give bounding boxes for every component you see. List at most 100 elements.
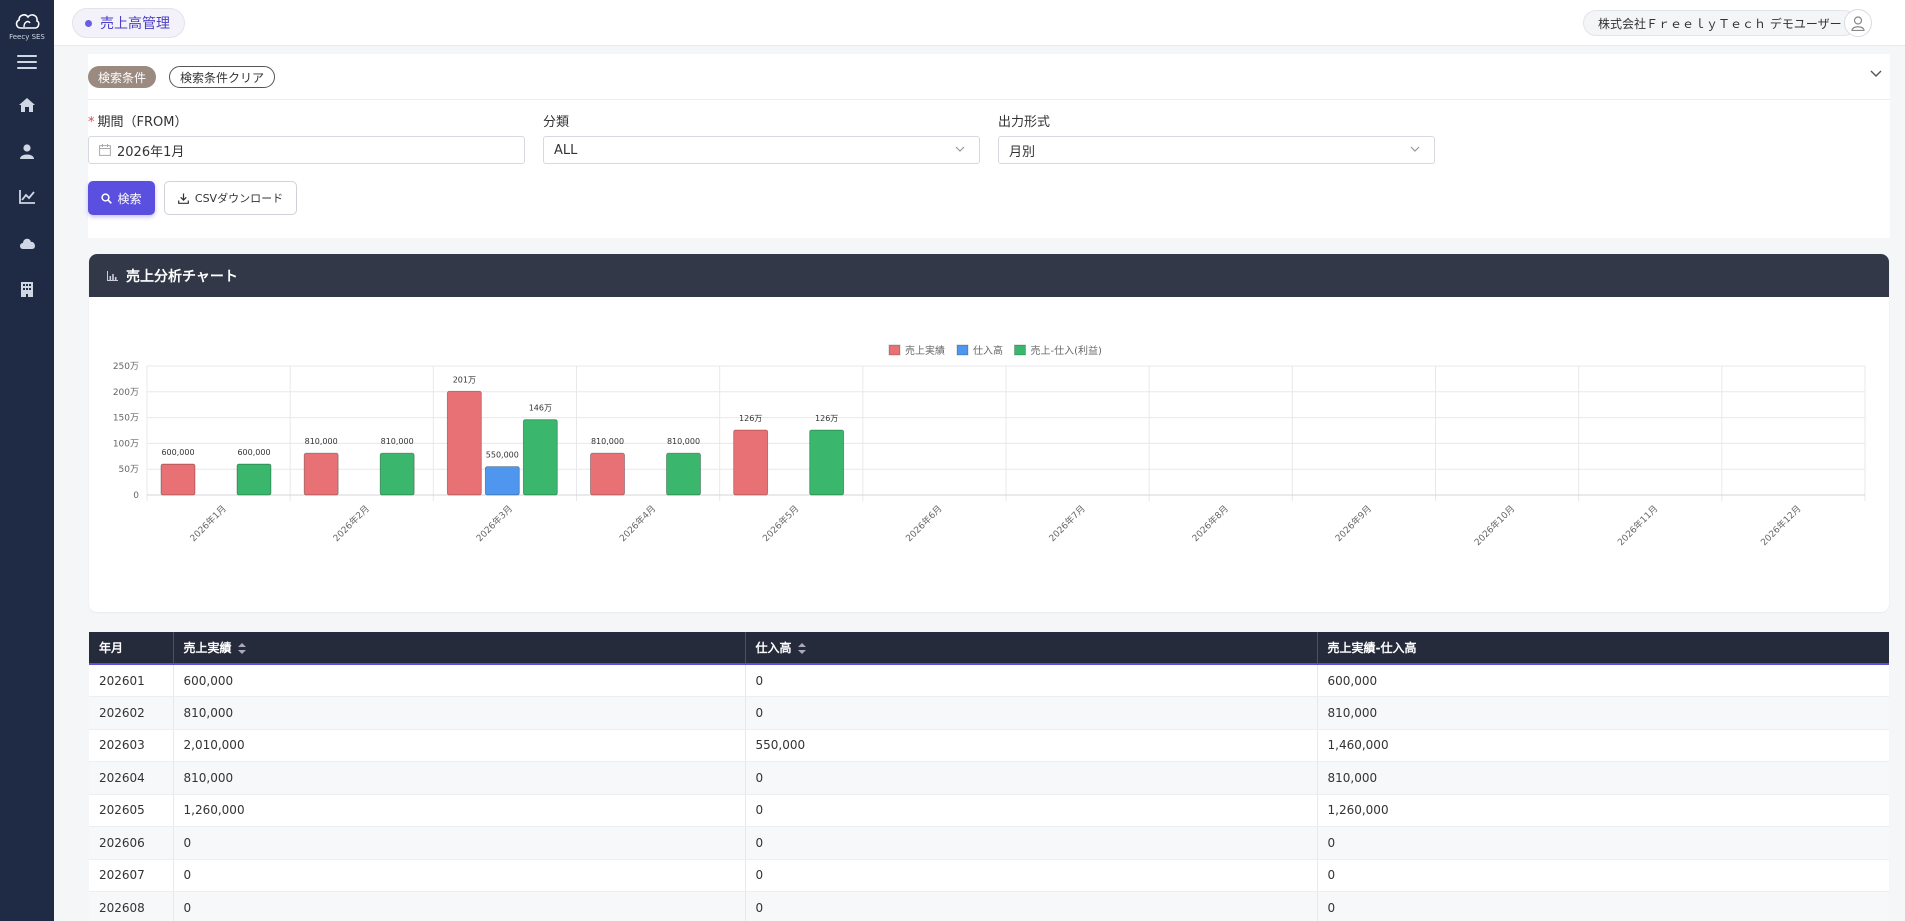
- table-cell: 202602: [89, 696, 174, 730]
- collapse-chevron-icon[interactable]: [1870, 70, 1882, 78]
- table-cell: 810,000: [1317, 761, 1889, 795]
- table-cell: 0: [173, 859, 746, 892]
- table-row: 202602 810,000 0 810,000: [89, 696, 1889, 730]
- table-cell: 0: [1317, 826, 1889, 860]
- nav-sales-chart[interactable]: [0, 187, 54, 207]
- legend-label: 売上-仕入(利益): [1031, 344, 1103, 357]
- table-row: 202603 2,010,000 550,000 1,460,000: [89, 729, 1889, 762]
- legend-label: 仕入高: [973, 344, 1003, 357]
- search-condition-bar: 検索条件 検索条件クリア: [88, 54, 1890, 100]
- bar-data-label: 600,000: [161, 448, 194, 457]
- building-icon: [21, 281, 33, 297]
- bar-data-label: 810,000: [381, 437, 414, 446]
- bar-data-label: 126万: [739, 414, 762, 423]
- table-cell: 600,000: [173, 664, 746, 697]
- user-avatar-button[interactable]: [1844, 9, 1872, 37]
- table-cell: 810,000: [173, 761, 746, 795]
- header-profit: 売上実績-仕入高: [1317, 632, 1889, 665]
- x-tick-label: 2026年2月: [330, 503, 371, 544]
- sort-icon[interactable]: [237, 643, 246, 654]
- bar: [160, 463, 196, 496]
- download-icon: [177, 193, 189, 204]
- table-cell: 0: [745, 761, 1318, 795]
- output-format-value: 月別: [1009, 144, 1036, 160]
- table-cell: 1,260,000: [1317, 794, 1889, 827]
- legend-swatch: [956, 344, 969, 356]
- x-tick-label: 2026年9月: [1333, 503, 1374, 544]
- legend-swatch: [888, 344, 901, 356]
- table-cell: 810,000: [173, 696, 746, 730]
- nav-cloud[interactable]: [0, 233, 54, 253]
- bar-data-label: 126万: [815, 414, 838, 423]
- table-cell: 0: [745, 696, 1318, 730]
- bar: [446, 390, 482, 496]
- app-logo[interactable]: Feecy SES: [9, 10, 45, 41]
- bar: [379, 452, 415, 496]
- table-cell: 550,000: [745, 729, 1318, 762]
- menu-toggle-icon[interactable]: [17, 55, 37, 69]
- line-chart-icon: [19, 190, 35, 204]
- table-cell: 202604: [89, 761, 174, 795]
- page-title: 売上高管理: [100, 16, 170, 32]
- y-tick-label: 150万: [113, 414, 139, 424]
- bar-data-label: 550,000: [486, 451, 519, 460]
- bar: [484, 466, 520, 496]
- legend-label: 売上実績: [905, 344, 945, 357]
- search-panel: 検索条件 検索条件クリア * 期間（FROM） 2026年1月 分類 ALL 出力…: [88, 54, 1890, 238]
- nav-user[interactable]: [0, 141, 54, 161]
- company-user-badge[interactable]: 株式会社ＦｒｅｅｌｙＴｅｃｈ デモユーザー: [1583, 10, 1857, 36]
- table-cell: 0: [745, 826, 1318, 860]
- table-cell: 202607: [89, 859, 174, 892]
- header-sales[interactable]: 売上実績: [173, 632, 746, 665]
- bar-data-label: 810,000: [305, 437, 338, 446]
- search-button[interactable]: 検索: [88, 181, 155, 215]
- nav-building[interactable]: [0, 279, 54, 299]
- bar: [666, 452, 701, 496]
- y-tick-label: 0: [133, 491, 139, 501]
- nav-home[interactable]: [0, 95, 54, 115]
- x-tick-label: 2026年3月: [474, 503, 515, 544]
- legend-swatch: [1014, 344, 1026, 356]
- csv-download-button[interactable]: CSVダウンロード: [164, 181, 297, 215]
- bar-data-label: 146万: [529, 404, 552, 413]
- table-row: 202608 0 0 0: [89, 891, 1889, 921]
- table-header-row: 年月 売上実績 仕入高 売上実績-仕入高: [89, 632, 1889, 665]
- header-purchase[interactable]: 仕入高: [745, 632, 1318, 665]
- chart-header: 売上分析チャート: [89, 254, 1889, 297]
- y-tick-label: 50万: [119, 465, 139, 475]
- clear-conditions-button[interactable]: 検索条件クリア: [169, 66, 276, 88]
- search-condition-tag[interactable]: 検索条件: [88, 66, 157, 88]
- sort-icon[interactable]: [797, 643, 806, 654]
- table-row: 202601 600,000 0 600,000: [89, 664, 1889, 697]
- x-tick-label: 2026年5月: [760, 503, 801, 544]
- cloud-icon: [19, 238, 35, 249]
- chart-title: 売上分析チャート: [126, 268, 238, 285]
- category-value: ALL: [554, 142, 578, 158]
- category-select[interactable]: ALL: [543, 136, 980, 164]
- bar-data-label: 810,000: [667, 437, 700, 446]
- table-cell: 202605: [89, 794, 174, 827]
- sidebar: Feecy SES: [0, 0, 54, 921]
- bar: [590, 452, 625, 496]
- table-cell: 202606: [89, 826, 174, 860]
- table-cell: 0: [745, 664, 1318, 697]
- table-cell: 0: [745, 891, 1318, 921]
- table-cell: 0: [1317, 891, 1889, 921]
- table-cell: 0: [745, 794, 1318, 827]
- table-cell: 202603: [89, 729, 174, 762]
- title-dot-icon: [85, 19, 92, 27]
- table-cell: 0: [173, 891, 746, 921]
- top-header: 売上高管理 株式会社ＦｒｅｅｌｙＴｅｃｈ デモユーザー: [54, 0, 1905, 46]
- table-row: 202606 0 0 0: [89, 826, 1889, 860]
- table-row: 202607 0 0 0: [89, 859, 1889, 892]
- period-from-picker[interactable]: 2026年1月: [88, 136, 525, 164]
- chevron-down-icon: [955, 146, 965, 152]
- search-button-label: 検索: [117, 191, 142, 206]
- sales-bar-chart: 売上実績 仕入高 売上-仕入(利益) 0 50万 100万 150万 200万 250万 60…: [113, 344, 1866, 548]
- y-tick-label: 100万: [113, 439, 139, 449]
- bar: [733, 429, 769, 496]
- bar: [809, 429, 845, 496]
- output-format-select[interactable]: 月別: [998, 136, 1435, 164]
- period-label: * 期間（FROM）: [88, 115, 188, 130]
- chevron-down-icon: [1410, 146, 1420, 152]
